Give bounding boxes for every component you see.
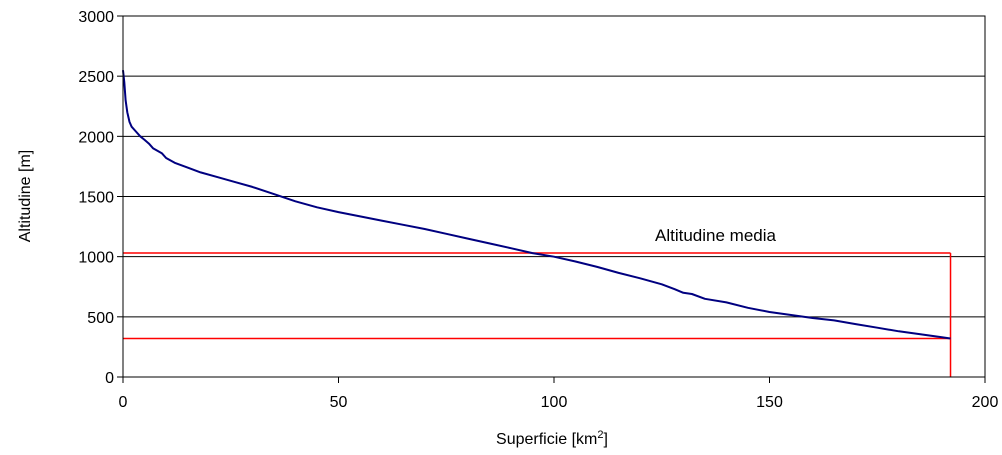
x-axis-title-sup: 2: [597, 429, 603, 441]
tick-labels: 0 500 1000 1500 2000 2500 3000 0 50 100 150 200: [78, 9, 998, 411]
x-tick-label-150: 150: [756, 394, 783, 411]
x-tick-label-100: 100: [541, 394, 568, 411]
x-axis-title: Superficie [km2]: [496, 429, 608, 448]
y-axis-title: Altitudine [m]: [17, 150, 34, 242]
y-tick-label-1500: 1500: [78, 190, 114, 207]
y-tick-label-2000: 2000: [78, 129, 114, 146]
hypsometric-curve-0: [122, 70, 951, 340]
x-axis-title-end: ]: [604, 431, 608, 448]
y-tick-label-1000: 1000: [78, 250, 114, 267]
x-tick-label-0: 0: [119, 394, 128, 411]
y-tick-label-500: 500: [87, 310, 114, 327]
reference-lines: [123, 252, 952, 377]
x-tick-label-50: 50: [330, 394, 348, 411]
y-tick-label-3000: 3000: [78, 9, 114, 26]
annotation-mean-altitude: Altitudine media: [655, 226, 777, 245]
axes: [117, 15, 986, 383]
series: [122, 70, 951, 340]
x-axis-title-text: Superficie [km: [496, 431, 597, 448]
y-tick-label-2500: 2500: [78, 69, 114, 86]
y-tick-label-0: 0: [105, 370, 114, 387]
x-tick-label-200: 200: [972, 394, 999, 411]
grid: [123, 15, 985, 318]
